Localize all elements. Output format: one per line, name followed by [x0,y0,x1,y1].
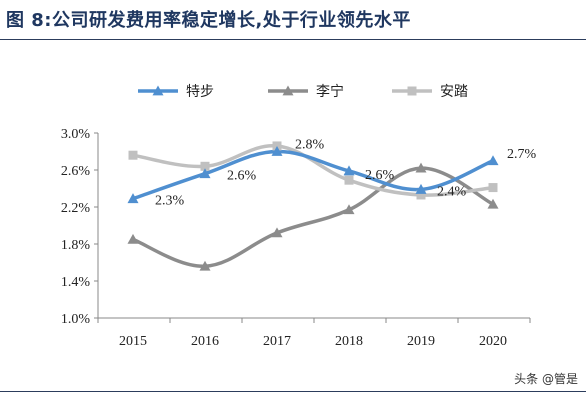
data-point-李宁 [415,162,427,173]
legend-swatch-marker [152,85,164,96]
series-markers [127,141,499,271]
y-tick-label: 1.8% [61,238,91,253]
data-point-特步 [415,183,427,194]
chart-axes: 3.0% 2.6% 2.2% 1.8% 1.4% 1.0% 2015 2016 2017 2018… [61,127,531,349]
x-tick-label: 2018 [335,334,363,349]
legend-label: 特步 [186,84,214,100]
page-title: 图 8:公司研发费用率稳定增长,处于行业领先水平 [6,10,411,31]
data-label: 2.6% [227,169,257,184]
y-tick-label: 1.0% [61,312,91,327]
legend: 特步 李宁 安踏 [138,83,468,100]
data-point-李宁 [127,233,139,244]
watermark: 头条 @管是 [514,372,578,386]
data-point-特步 [343,165,355,176]
data-label: 2.4% [437,184,467,199]
x-tick-label: 2019 [407,334,435,349]
data-point-特步 [199,168,211,179]
data-point-安踏 [200,161,210,171]
data-label: 2.6% [365,168,395,183]
x-tick-label: 2017 [263,334,291,349]
x-tick-label: 2015 [119,334,147,349]
data-point-李宁 [271,227,283,238]
data-point-安踏 [344,175,354,185]
series-line-李宁 [131,166,495,268]
data-point-安踏 [128,150,138,160]
legend-label: 李宁 [316,83,344,100]
series-line-特步 [131,149,495,201]
data-labels: 2.3% 2.6% 2.8% 2.6% 2.4% 2.7% [155,138,537,209]
legend-swatch-marker [282,85,294,96]
bottom-divider [0,391,586,392]
data-label: 2.7% [507,147,537,162]
legend-swatch-marker [407,86,417,96]
series-lines [131,144,495,268]
data-point-安踏 [272,141,282,151]
x-tick-label: 2016 [191,334,219,349]
y-tick-label: 2.6% [61,164,91,179]
title-divider [0,39,586,40]
data-point-安踏 [416,190,426,200]
data-point-安踏 [488,183,498,193]
data-point-李宁 [199,260,211,271]
y-tick-label: 3.0% [61,127,91,142]
y-tick-label: 1.4% [61,275,91,290]
data-point-李宁 [487,198,499,209]
data-point-李宁 [343,204,355,215]
x-tick-label: 2020 [479,334,507,349]
legend-label: 安踏 [440,84,468,100]
y-tick-label: 2.2% [61,201,91,216]
data-point-特步 [271,146,283,156]
data-point-特步 [127,193,139,204]
data-label: 2.8% [295,138,325,153]
data-label: 2.3% [155,194,185,209]
data-point-特步 [487,155,499,166]
